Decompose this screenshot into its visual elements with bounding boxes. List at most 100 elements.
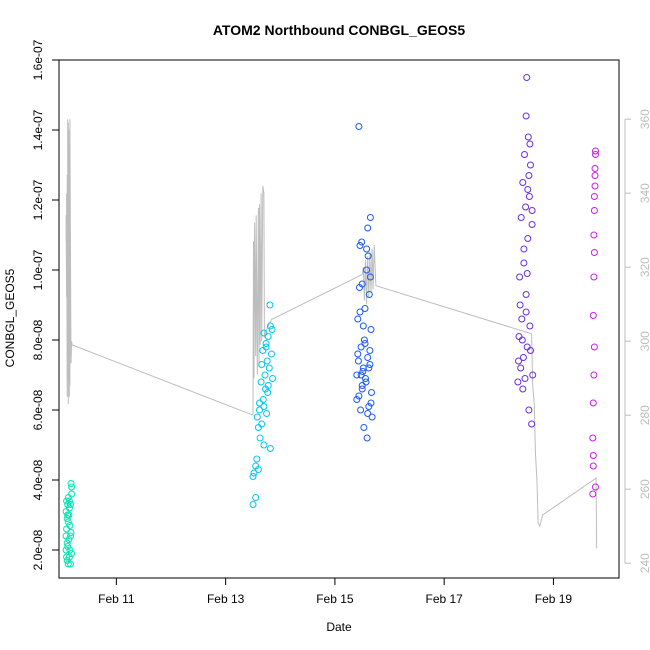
data-point (250, 469, 258, 477)
data-point (363, 266, 371, 274)
data-point (357, 343, 365, 351)
data-point (363, 434, 371, 442)
data-point (353, 396, 361, 403)
data-point (361, 340, 369, 347)
x-tick-label: Feb 13 (207, 592, 245, 606)
data-point (519, 354, 527, 361)
data-point (63, 539, 71, 547)
data-point (65, 497, 73, 505)
data-point (266, 301, 274, 309)
secondary-tick-label: 260 (638, 479, 650, 499)
data-point (362, 378, 370, 386)
data-point (525, 172, 533, 179)
y-tick-label: 1.2e-07 (31, 179, 45, 220)
data-point (361, 305, 369, 312)
data-point (65, 536, 73, 543)
data-point (527, 347, 534, 354)
data-point (591, 182, 599, 190)
data-point (64, 543, 72, 550)
x-tick-label: Feb 11 (98, 592, 135, 606)
data-point (264, 389, 272, 396)
data-point (356, 308, 364, 316)
data-point (259, 347, 267, 354)
secondary-line (65, 119, 598, 549)
data-point (67, 501, 74, 508)
data-point (525, 193, 533, 200)
y-tick-label: 1.6e-07 (31, 39, 45, 80)
data-point (67, 529, 75, 536)
data-point (592, 483, 599, 491)
secondary-tick-label: 300 (638, 331, 650, 351)
x-tick-label: Feb 17 (425, 592, 463, 606)
data-point (591, 165, 599, 172)
data-point (521, 151, 528, 158)
data-point (591, 172, 599, 179)
data-point (364, 354, 372, 361)
data-point (521, 375, 529, 382)
data-point (362, 375, 369, 382)
data-point (359, 368, 367, 375)
data-point (355, 392, 363, 400)
data-point (524, 133, 532, 141)
data-point (367, 326, 375, 333)
data-point (365, 403, 373, 410)
data-point (364, 224, 372, 232)
data-point (249, 501, 257, 508)
data-point (524, 235, 532, 242)
data-point (589, 462, 597, 470)
data-point (64, 518, 72, 526)
data-point (256, 434, 264, 442)
data-point (526, 140, 534, 148)
data-point (358, 238, 366, 246)
data-point (590, 273, 598, 281)
data-point (354, 350, 362, 358)
y-axis-label: CONBGL_GEOS5 (3, 268, 17, 367)
data-point (65, 504, 73, 512)
data-point (529, 371, 537, 379)
data-point (263, 410, 271, 417)
chart-title: ATOM2 Northbound CONBGL_GEOS5 (213, 22, 465, 38)
data-point (63, 515, 71, 522)
plot-frame (58, 59, 620, 579)
secondary-tick-label: 240 (638, 553, 650, 573)
data-point (590, 371, 598, 379)
data-point (517, 214, 525, 221)
data-point (364, 252, 372, 260)
data-point (519, 179, 527, 186)
secondary-trace (65, 119, 598, 549)
secondary-tick-label: 340 (638, 183, 650, 203)
data-point (266, 445, 274, 452)
data-point (262, 343, 270, 351)
data-point (256, 406, 263, 414)
y-tick-label: 1.4e-07 (31, 109, 45, 150)
data-point (357, 406, 365, 414)
data-point (354, 315, 362, 323)
data-point (589, 452, 597, 459)
data-point (63, 497, 71, 505)
data-point (264, 333, 272, 340)
data-point (64, 511, 72, 519)
data-point (356, 242, 364, 249)
data-point (355, 123, 363, 130)
data-point (359, 322, 367, 330)
data-point (66, 546, 74, 554)
data-point (368, 389, 375, 396)
data-point (516, 301, 524, 309)
data-point (518, 315, 526, 323)
data-point (528, 420, 536, 428)
data-point (520, 245, 528, 253)
data-point (260, 403, 268, 410)
data-point (354, 357, 362, 365)
data-point (67, 560, 74, 568)
data-point (358, 385, 366, 393)
data-point (249, 473, 257, 480)
data-point (67, 480, 75, 487)
data-point (62, 546, 70, 554)
data-point (528, 207, 536, 214)
data-point (517, 364, 525, 372)
data-point (68, 483, 76, 491)
data-point (253, 413, 261, 421)
data-point (365, 291, 373, 298)
data-point (589, 434, 597, 442)
data-point (260, 329, 268, 337)
